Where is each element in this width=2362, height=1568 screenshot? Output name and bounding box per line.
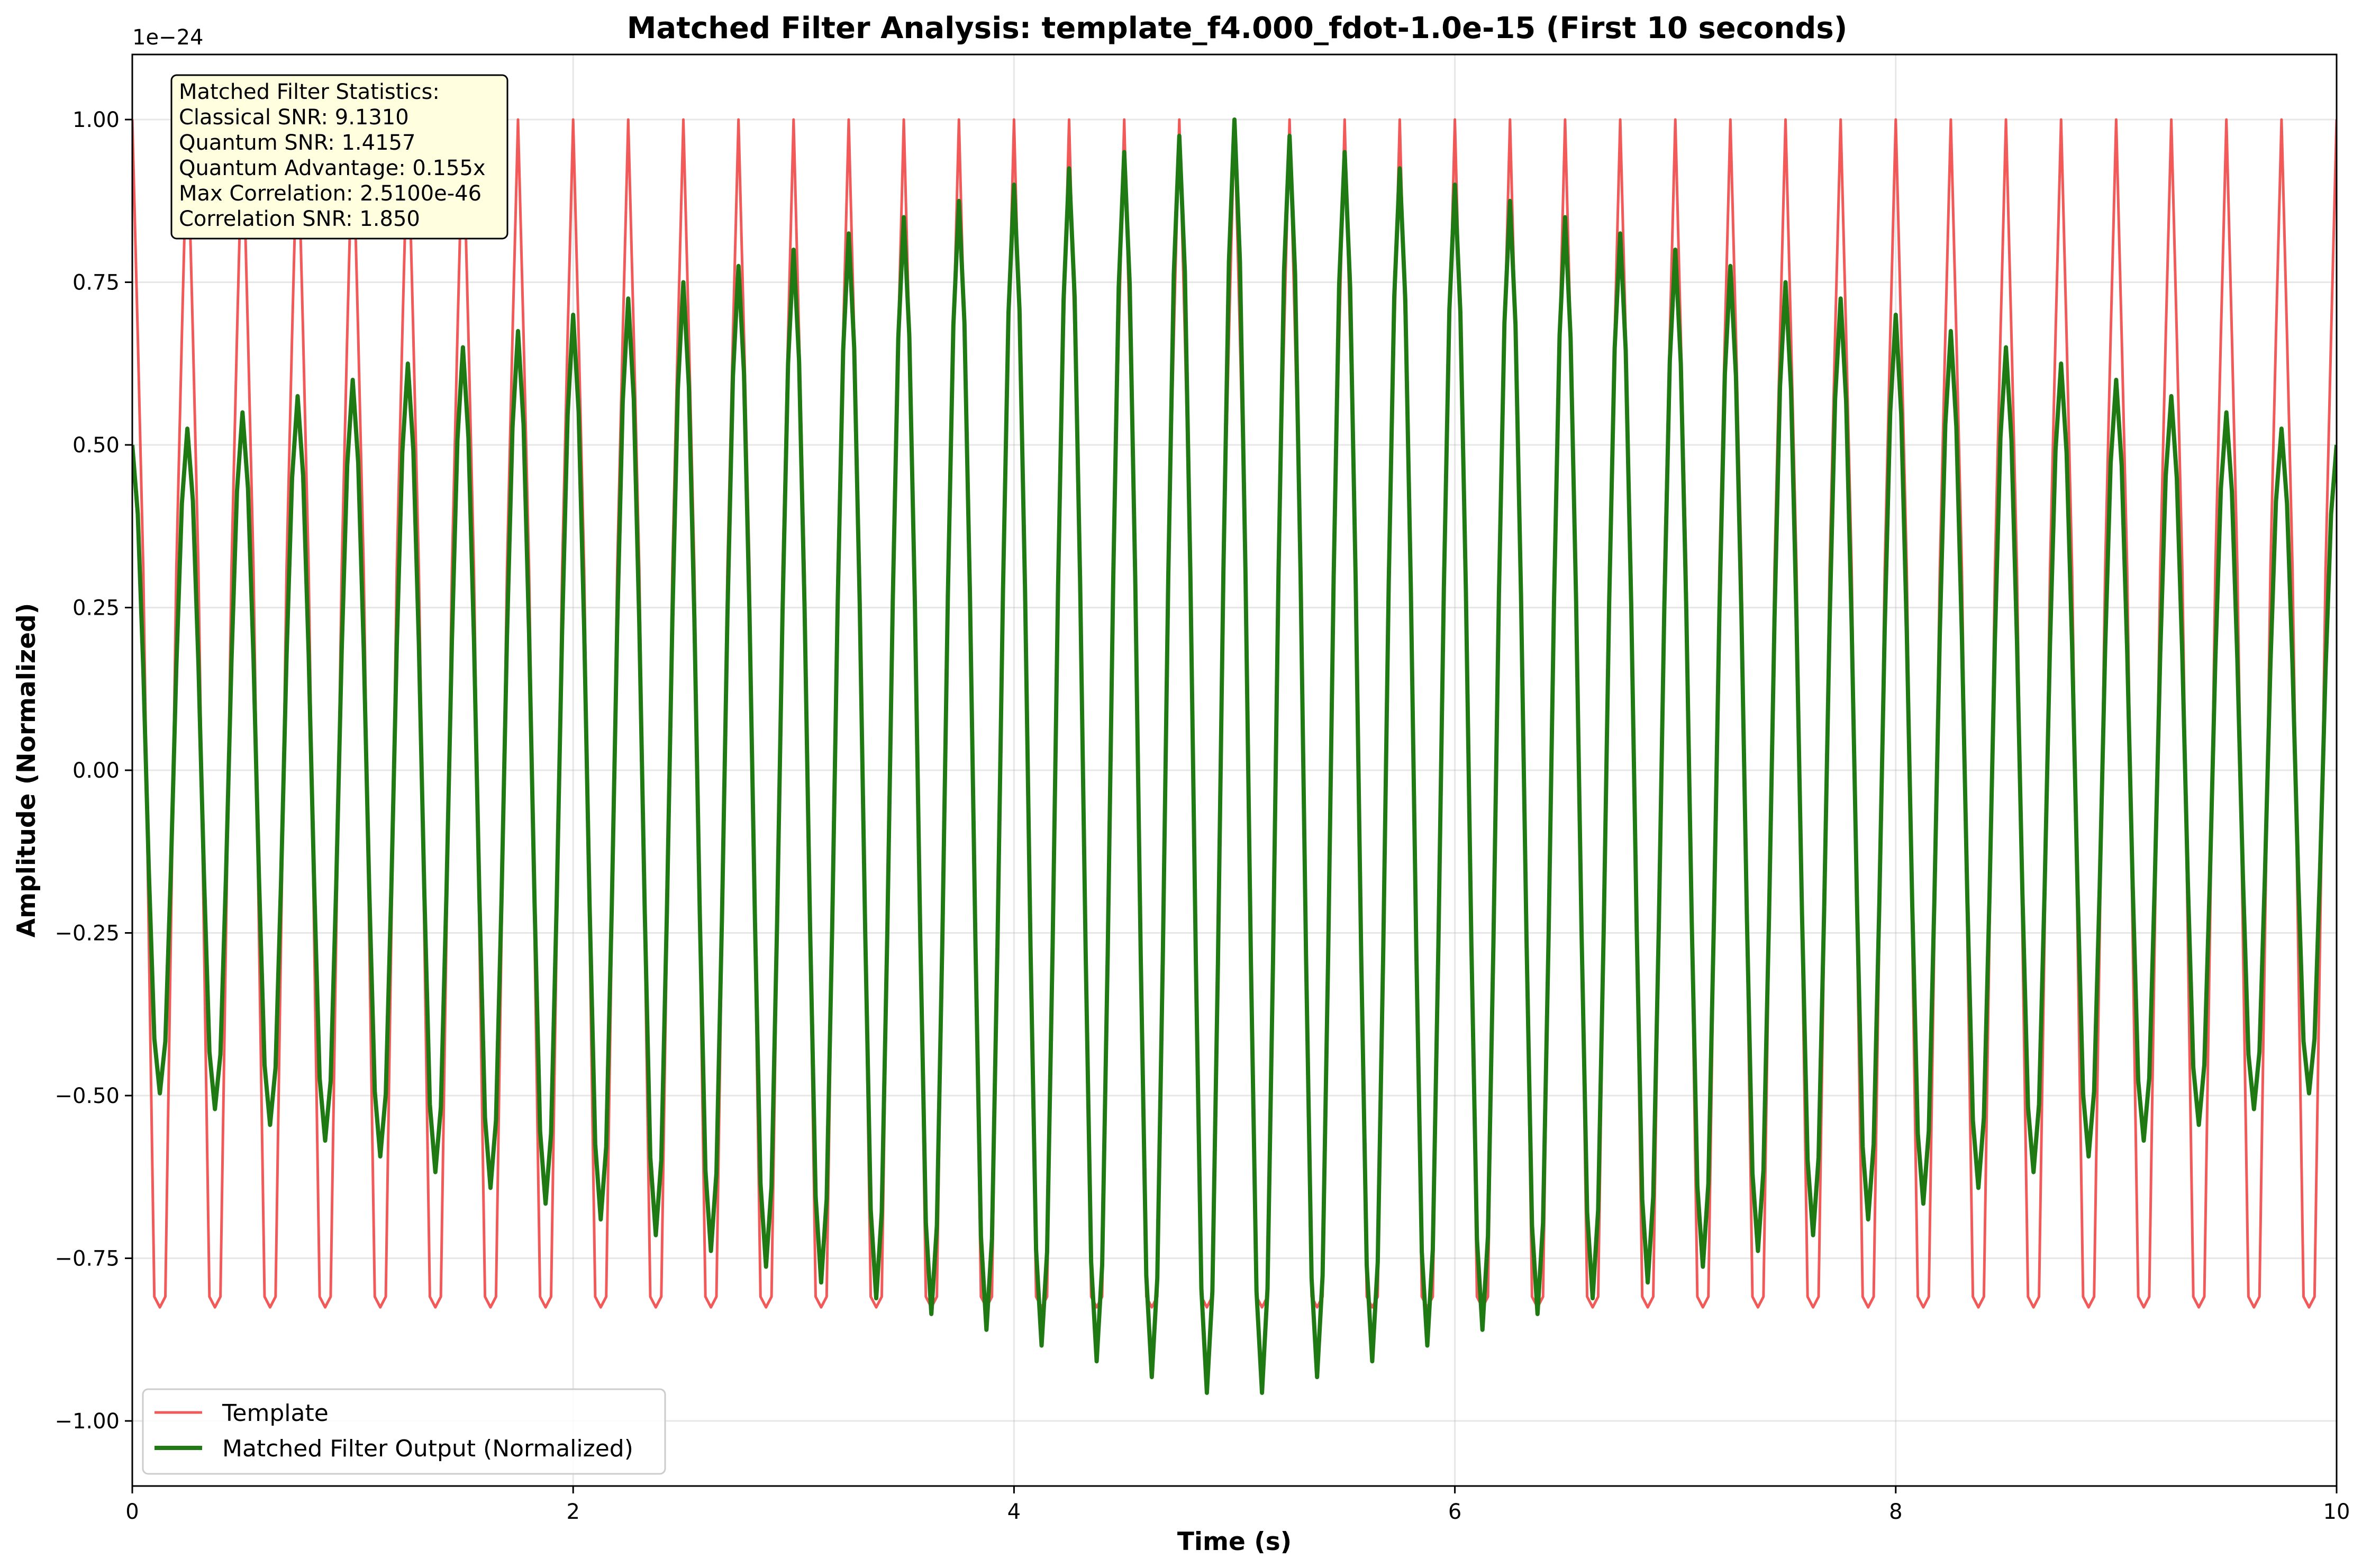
x-tick-label: 2: [566, 1500, 579, 1524]
legend: Template Matched Filter Output (Normaliz…: [142, 1388, 666, 1475]
x-tick-label: 10: [2323, 1500, 2350, 1524]
stats-quantum-snr: Quantum SNR: 1.4157: [179, 131, 415, 155]
legend-label-template: Template: [222, 1400, 329, 1427]
series-line-matched-filter: [132, 117, 2337, 1395]
legend-label-matched-filter: Matched Filter Output (Normalized): [222, 1435, 633, 1462]
y-tick-label: 0.25: [72, 596, 120, 621]
chart-title: Matched Filter Analysis: template_f4.000…: [627, 11, 1848, 45]
stats-box-background: [170, 74, 508, 240]
x-axis: 0 2 4 6 8 10: [125, 1486, 2350, 1524]
y-axis-label: Amplitude (Normalized): [12, 603, 41, 938]
x-tick-label: 4: [1007, 1500, 1021, 1524]
stats-classical-snr: Classical SNR: 9.1310: [179, 105, 409, 130]
x-tick-label: 8: [1889, 1500, 1902, 1524]
stats-heading: Matched Filter Statistics:: [179, 80, 440, 104]
x-axis-label: Time (s): [1177, 1527, 1292, 1556]
stats-box: Matched Filter Statistics: Classical SNR…: [170, 74, 508, 240]
y-tick-label: 1.00: [72, 108, 120, 132]
legend-frame: [142, 1388, 666, 1475]
x-tick-label: 6: [1448, 1500, 1461, 1524]
y-offset-label: 1e−24: [132, 25, 203, 50]
y-tick-label: 0.50: [72, 433, 120, 458]
stats-max-correlation: Max Correlation: 2.5100e-46: [179, 181, 482, 206]
stats-correlation-snr: Correlation SNR: 1.850: [179, 207, 420, 231]
y-tick-label: 0.75: [72, 271, 120, 295]
y-tick-label: −0.75: [54, 1247, 120, 1271]
stats-quantum-advantage: Quantum Advantage: 0.155x: [179, 156, 486, 180]
x-tick-label: 0: [125, 1500, 139, 1524]
y-tick-label: −0.25: [54, 922, 120, 946]
y-tick-label: −1.00: [54, 1409, 120, 1434]
y-tick-label: −0.50: [54, 1084, 120, 1108]
y-tick-label: 0.00: [72, 759, 120, 783]
plot-area: [132, 117, 2337, 1395]
y-axis: −1.00 −0.75 −0.50 −0.25 0.00 0.25 0.50 0.75 1.00: [54, 108, 132, 1434]
